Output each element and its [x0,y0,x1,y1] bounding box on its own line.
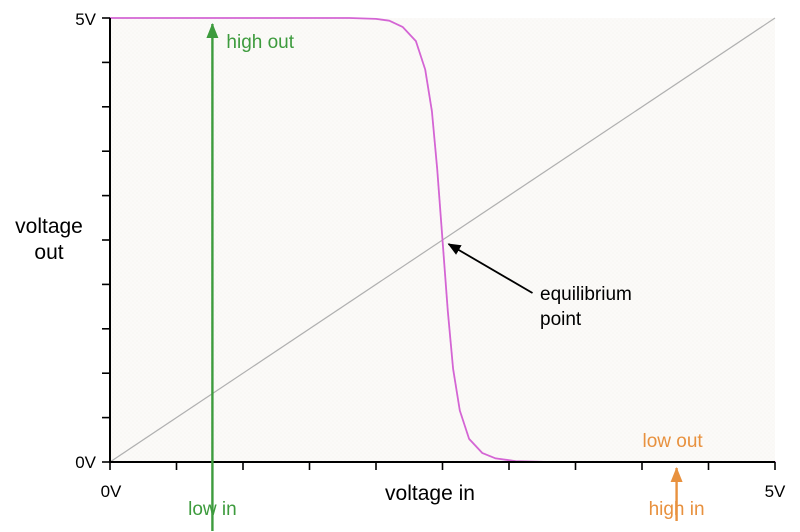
equilibrium-label-line1: equilibrium [540,284,632,305]
x-min-label: 0V [101,482,122,501]
y-min-label: 0V [75,453,96,472]
high-in-label: high in [649,499,705,520]
y-axis-ticks [102,17,110,463]
equilibrium-label-line2: point [540,309,582,330]
equilibrium-arrow [447,243,533,294]
x-axis-title: voltage in [385,482,475,505]
transfer-curve [109,17,776,463]
x-max-label: 5V [765,482,786,501]
low-in-label: low in [188,499,237,520]
low-out-label: low out [642,431,703,452]
y-axis-title-line1: voltage [15,215,83,238]
y-max-label: 5V [75,10,96,29]
x-axis-ticks [109,462,776,470]
y-axis-title-line2: out [34,241,63,264]
high-out-label: high out [226,32,294,53]
